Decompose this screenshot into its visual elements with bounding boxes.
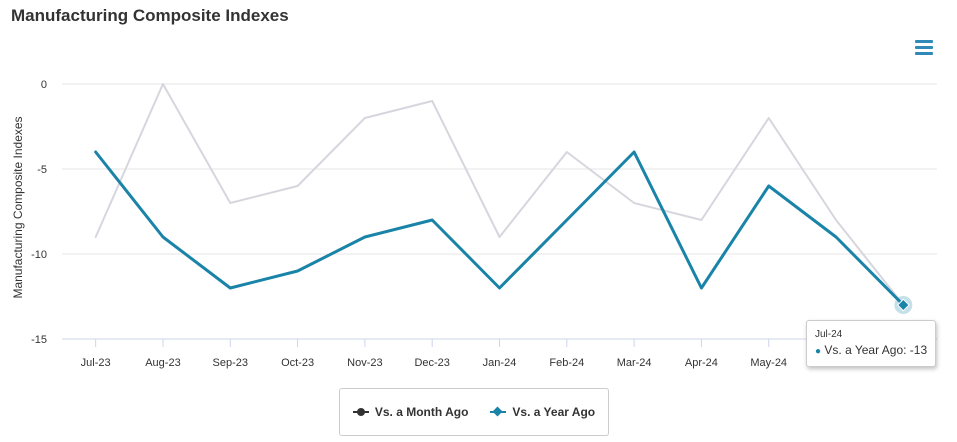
x-tick-label: Aug-23 bbox=[145, 357, 180, 369]
series-line-year-ago[interactable] bbox=[94, 150, 905, 307]
x-tick-label: Oct-23 bbox=[281, 357, 314, 369]
hamburger-menu-icon[interactable] bbox=[913, 40, 935, 58]
y-tick-label: -15 bbox=[31, 334, 47, 346]
data-tooltip: Jul-24 ● Vs. a Year Ago: -13 bbox=[806, 320, 936, 367]
y-tick-label: 0 bbox=[41, 79, 47, 91]
x-tick-label: Apr-24 bbox=[685, 357, 718, 369]
x-tick-label: Jan-24 bbox=[483, 357, 517, 369]
y-tick-label: -5 bbox=[37, 164, 47, 176]
tooltip-x-label: Jul-24 bbox=[815, 329, 843, 340]
legend-item-month-ago[interactable]: Vs. a Month Ago bbox=[352, 405, 469, 419]
x-tick-label: Mar-24 bbox=[617, 357, 652, 369]
x-tick-label: Sep-23 bbox=[213, 357, 248, 369]
x-tick-label: May-24 bbox=[750, 357, 787, 369]
legend-label-month-ago: Vs. a Month Ago bbox=[374, 405, 469, 419]
chart-title: Manufacturing Composite Indexes bbox=[11, 6, 289, 25]
legend-marker-circle-icon bbox=[352, 407, 369, 417]
x-tick-label: Feb-24 bbox=[549, 357, 584, 369]
series-line-month-ago[interactable] bbox=[94, 83, 905, 306]
legend-label-year-ago: Vs. a Year Ago bbox=[512, 405, 596, 419]
legend-item-year-ago[interactable]: Vs. a Year Ago bbox=[490, 405, 595, 419]
x-tick-label: Nov-23 bbox=[347, 357, 382, 369]
tooltip-value: Vs. a Year Ago: -13 bbox=[824, 343, 928, 357]
chart-legend: Vs. a Month Ago Vs. a Year Ago bbox=[339, 388, 609, 436]
legend-marker-diamond-icon bbox=[490, 406, 507, 417]
hover-point-marker[interactable] bbox=[896, 298, 910, 312]
x-tick-label: Dec-23 bbox=[414, 357, 449, 369]
tooltip-bullet-icon: ● bbox=[815, 346, 822, 357]
y-axis-title: Manufacturing Composite Indexes bbox=[11, 116, 25, 298]
y-tick-label: -10 bbox=[31, 249, 47, 261]
x-tick-label: Jul-23 bbox=[81, 357, 111, 369]
